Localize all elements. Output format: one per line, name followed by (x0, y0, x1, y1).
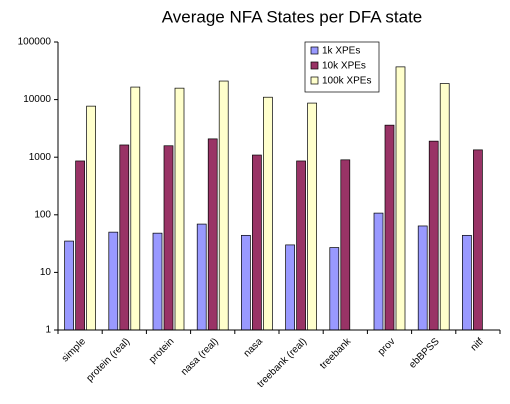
bar (428, 140, 439, 331)
x-tick-label: protein (real) (84, 336, 132, 384)
bar (373, 212, 384, 331)
bar (462, 234, 472, 331)
bar (263, 96, 273, 331)
bar (130, 86, 141, 331)
y-tick-label: 1 (45, 325, 51, 336)
y-tick-label: 10000 (23, 94, 51, 105)
bar (439, 83, 450, 331)
bar (119, 144, 130, 331)
bar (329, 247, 340, 331)
bar (174, 87, 185, 331)
bar (241, 234, 251, 331)
bar (207, 138, 218, 331)
bar (285, 244, 295, 331)
bar (218, 80, 229, 331)
y-tick-label: 1000 (29, 152, 52, 163)
bar (152, 232, 163, 331)
bar (395, 66, 406, 331)
bar (86, 105, 96, 331)
bar (296, 160, 306, 331)
bar (384, 124, 395, 331)
bar (108, 231, 119, 331)
bar (473, 149, 483, 331)
bar (307, 102, 317, 331)
legend-swatch (310, 76, 319, 85)
chart-title: Average NFA States per DFA state (162, 7, 423, 26)
bar (163, 145, 174, 331)
bar (196, 223, 207, 331)
legend-label: 1k XPEs (322, 46, 360, 57)
y-tick-label: 10 (40, 267, 52, 278)
y-tick-label: 100000 (18, 37, 52, 48)
x-tick-label: nasa (242, 336, 265, 359)
bar (252, 154, 262, 331)
x-tick-label: nitf (469, 336, 486, 353)
legend-swatch (310, 61, 319, 70)
x-tick-label: protein (147, 336, 176, 365)
x-tick-label: prov (376, 336, 398, 358)
bar (64, 240, 74, 331)
legend: 1k XPEs 10k XPEs 100k XPEs (304, 41, 380, 93)
y-tick-label: 100 (34, 209, 51, 220)
x-tick-label: treebank (318, 336, 354, 372)
legend-label: 100k XPEs (322, 76, 371, 87)
bar (417, 225, 428, 331)
x-tick-label: simple (60, 336, 89, 365)
bar (340, 159, 351, 331)
x-tick-label: nasa (real) (179, 336, 221, 378)
legend-label: 10k XPEs (322, 61, 366, 72)
legend-swatch (310, 46, 319, 55)
bar (75, 160, 85, 331)
x-tick-label: ebBPSS (407, 336, 442, 371)
